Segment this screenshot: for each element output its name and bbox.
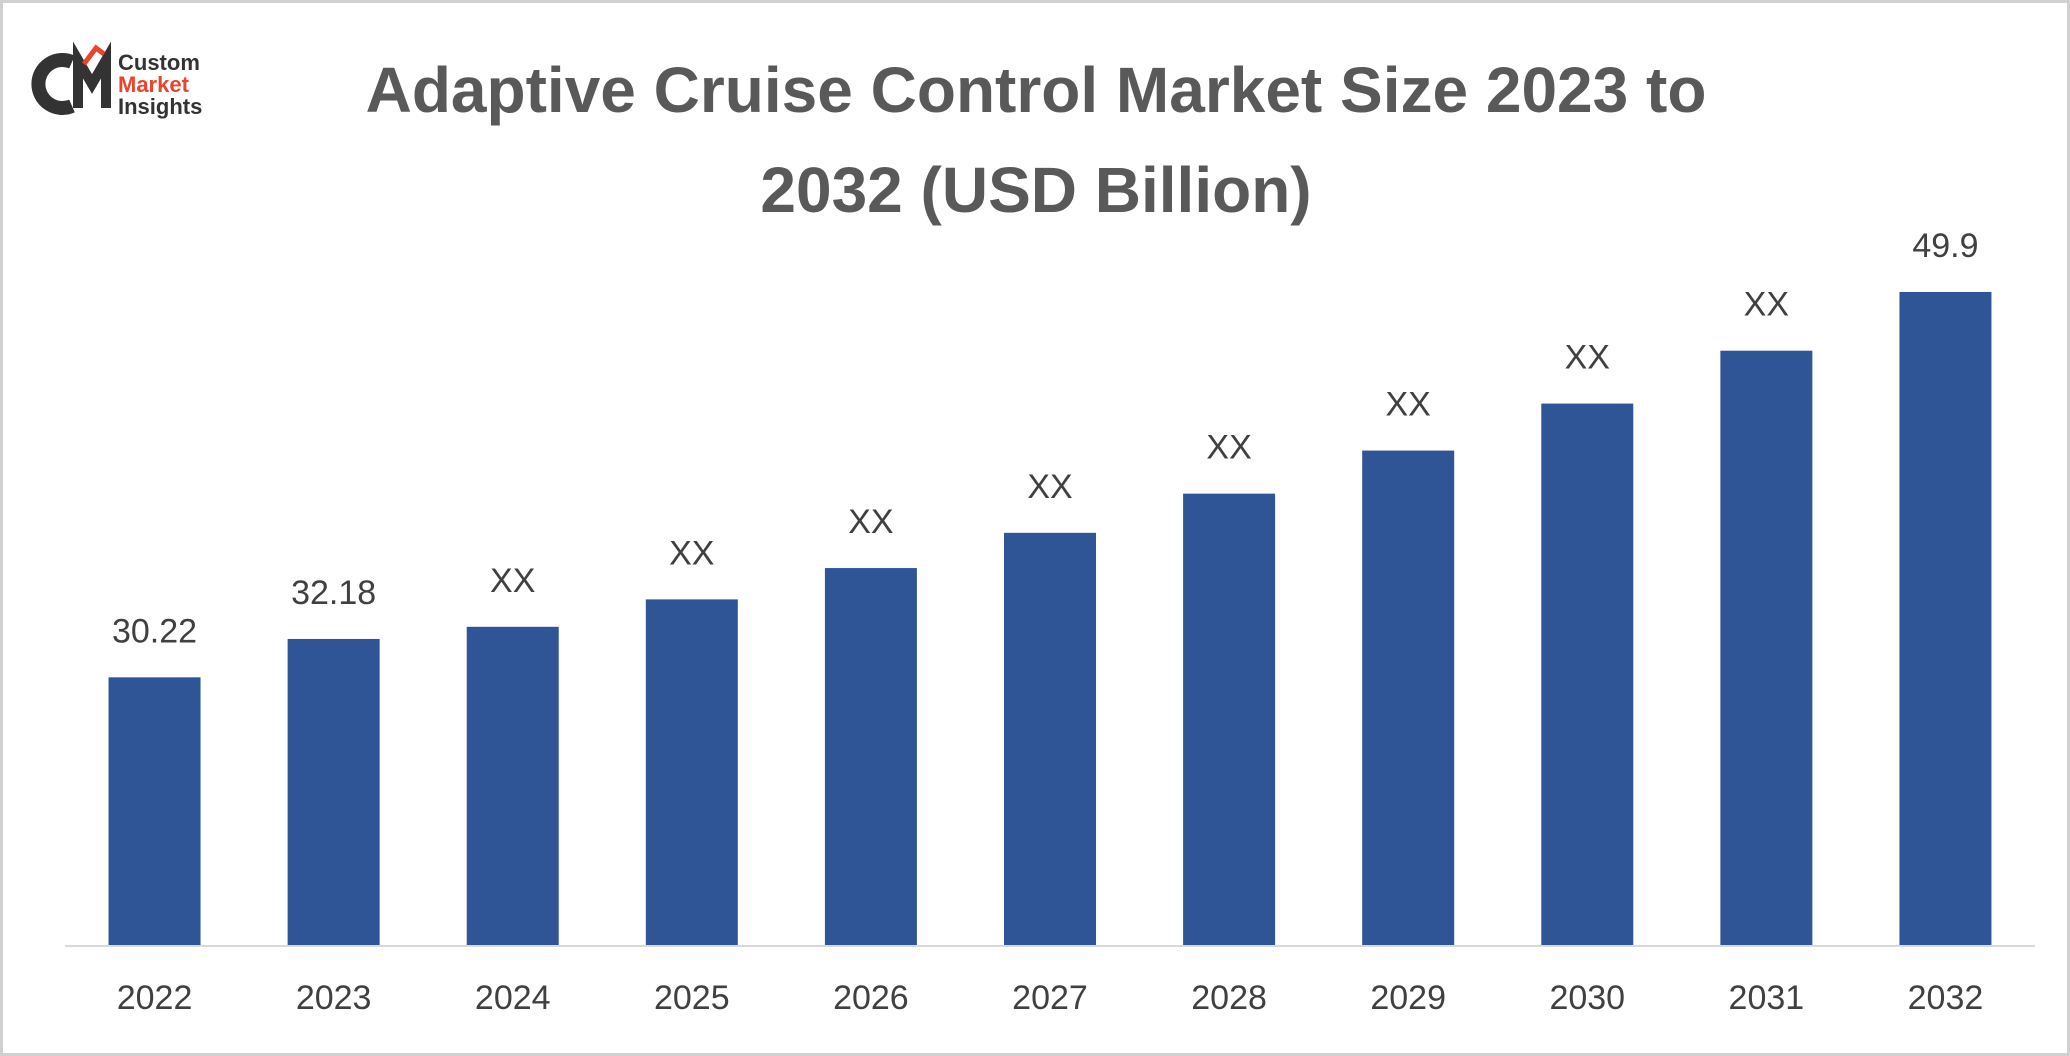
logo-icon: [82, 44, 106, 66]
x-tick-label: 2032: [1908, 979, 1984, 1017]
logo-icon: [31, 53, 75, 115]
x-tick-label: 2031: [1729, 979, 1805, 1017]
bar: [108, 677, 201, 946]
x-tick-label: 2023: [296, 979, 372, 1017]
data-label: 49.9: [1912, 227, 1978, 265]
chart-title: Adaptive Cruise Control Market Size 2023…: [365, 54, 1707, 226]
bar: [1004, 532, 1096, 946]
bar: [466, 626, 559, 946]
bar: [287, 638, 380, 946]
bar: [1183, 493, 1276, 946]
x-tick-label: 2027: [1012, 979, 1088, 1017]
x-tick-label: 2028: [1191, 979, 1267, 1017]
logo-text: Custom: [118, 50, 200, 75]
bar: [824, 568, 917, 946]
data-label: 32.18: [291, 574, 376, 612]
data-label: XX: [848, 503, 893, 541]
data-label: 30.22: [112, 612, 197, 650]
bar: [645, 599, 738, 946]
data-label: XX: [669, 534, 714, 572]
bar: [1899, 291, 1992, 946]
bar: [1362, 450, 1455, 946]
logo-text: Insights: [118, 94, 202, 119]
logo: Custom Market Insights: [31, 41, 202, 119]
x-tick-label: 2030: [1549, 979, 1625, 1017]
x-tick-label: 2022: [117, 979, 193, 1017]
x-tick-label: 2026: [833, 979, 909, 1017]
data-label: XX: [1386, 386, 1431, 424]
bar: [1720, 350, 1813, 946]
logo-text: Market: [118, 72, 190, 97]
x-tick-label: 2029: [1370, 979, 1446, 1017]
data-label: XX: [1744, 286, 1789, 324]
bar: [1541, 403, 1634, 946]
data-label: XX: [490, 562, 535, 600]
data-label: XX: [1027, 468, 1072, 506]
logo-icon: [73, 41, 111, 108]
x-tick-label: 2024: [475, 979, 551, 1017]
data-label: XX: [1206, 429, 1251, 467]
data-label: XX: [1565, 339, 1610, 377]
x-tick-label: 2025: [654, 979, 730, 1017]
